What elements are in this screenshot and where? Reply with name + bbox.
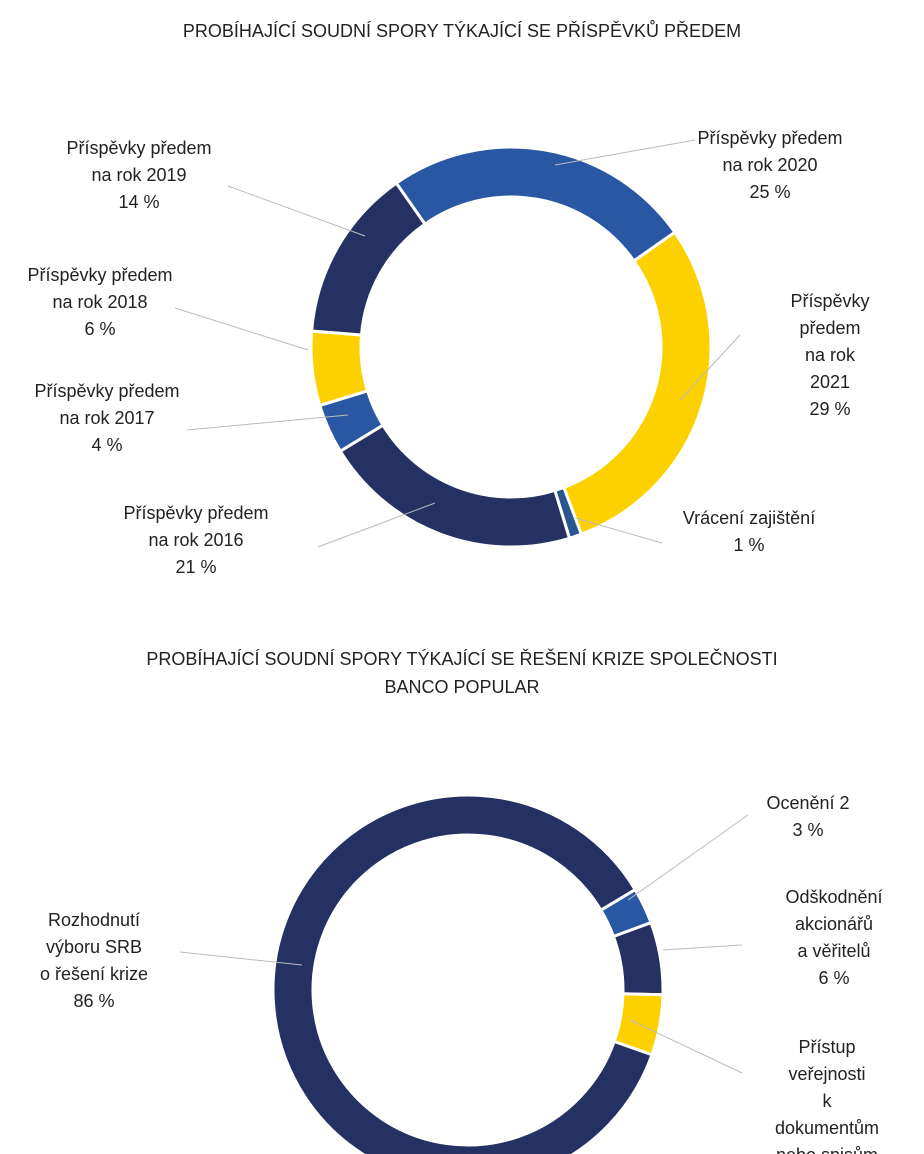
value-label: 86 %	[73, 991, 115, 1011]
value-label: 3 %	[792, 820, 824, 840]
category-label: Příspěvky předem na rok 2019	[66, 138, 212, 185]
category-label: Příspěvky předem na rok 2018	[27, 265, 173, 312]
segment-label: Příspěvky předem na rok 2018 6 %	[27, 262, 172, 343]
donut-segment	[271, 793, 654, 1154]
leader-line	[679, 334, 741, 401]
segment-label: Příspěvky předem na rok 2020 25 %	[697, 125, 842, 206]
value-label: 6 %	[84, 319, 116, 339]
value-label: 21 %	[175, 557, 217, 577]
category-label: Příspěvky předem na rok 2021	[790, 291, 870, 392]
leader-line	[629, 1019, 743, 1074]
donut-segment	[338, 423, 572, 549]
value-label: 29 %	[809, 399, 851, 419]
donut-segment	[309, 329, 370, 408]
leader-line	[554, 139, 696, 166]
chart-title: PROBÍHAJÍCÍ SOUDNÍ SPORY TÝKAJÍCÍ SE ŘEŠ…	[146, 649, 778, 697]
donut-segment	[394, 145, 677, 264]
leader-line	[662, 944, 743, 951]
category-label: Rozhodnutí výboru SRB o řešení krize	[39, 910, 149, 984]
segment-label: Ocenění 2 3 %	[766, 790, 849, 844]
donut-segment	[561, 230, 713, 537]
value-label: 4 %	[91, 435, 123, 455]
segment-label: Rozhodnutí výboru SRB o řešení krize 86 %	[40, 907, 148, 1015]
category-label: Ocenění 2	[766, 793, 850, 813]
donut-segment	[611, 920, 665, 997]
segment-label: Příspěvky předem na rok 2016 21 %	[123, 500, 268, 581]
chart-title: PROBÍHAJÍCÍ SOUDNÍ SPORY TÝKAJÍCÍ SE PŘÍ…	[182, 21, 742, 41]
category-label: Vrácení zajištění	[682, 508, 816, 528]
segment-label: Příspěvky předem na rok 2021 29 %	[783, 288, 877, 423]
segment-label: Přístup veřejnosti k dokumentům nebo spi…	[775, 1034, 879, 1154]
value-label: 25 %	[749, 182, 791, 202]
value-label: 14 %	[118, 192, 160, 212]
value-label: 6 %	[818, 968, 850, 988]
donut-segment	[310, 181, 428, 337]
value-label: 1 %	[733, 535, 765, 555]
leader-line	[174, 307, 309, 351]
leader-line	[227, 185, 366, 237]
segment-label: Odškodnění akcionářů a věřitelů 6 %	[785, 884, 882, 992]
leader-line	[186, 414, 349, 431]
segment-label: Vrácení zajištění 1 %	[683, 505, 815, 559]
category-label: Příspěvky předem na rok 2017	[34, 381, 180, 428]
segment-label: Příspěvky předem na rok 2017 4 %	[34, 378, 179, 459]
category-label: Příspěvky předem na rok 2016	[123, 503, 269, 550]
leader-line	[179, 951, 303, 966]
category-label: Přístup veřejnosti k dokumentům nebo spi…	[774, 1037, 880, 1154]
category-label: Odškodnění akcionářů a věřitelů	[785, 887, 883, 961]
segment-label: Příspěvky předem na rok 2019 14 %	[66, 135, 211, 216]
leader-line	[574, 517, 663, 544]
leader-line	[317, 502, 436, 548]
leader-line	[627, 814, 749, 901]
category-label: Příspěvky předem na rok 2020	[697, 128, 843, 175]
